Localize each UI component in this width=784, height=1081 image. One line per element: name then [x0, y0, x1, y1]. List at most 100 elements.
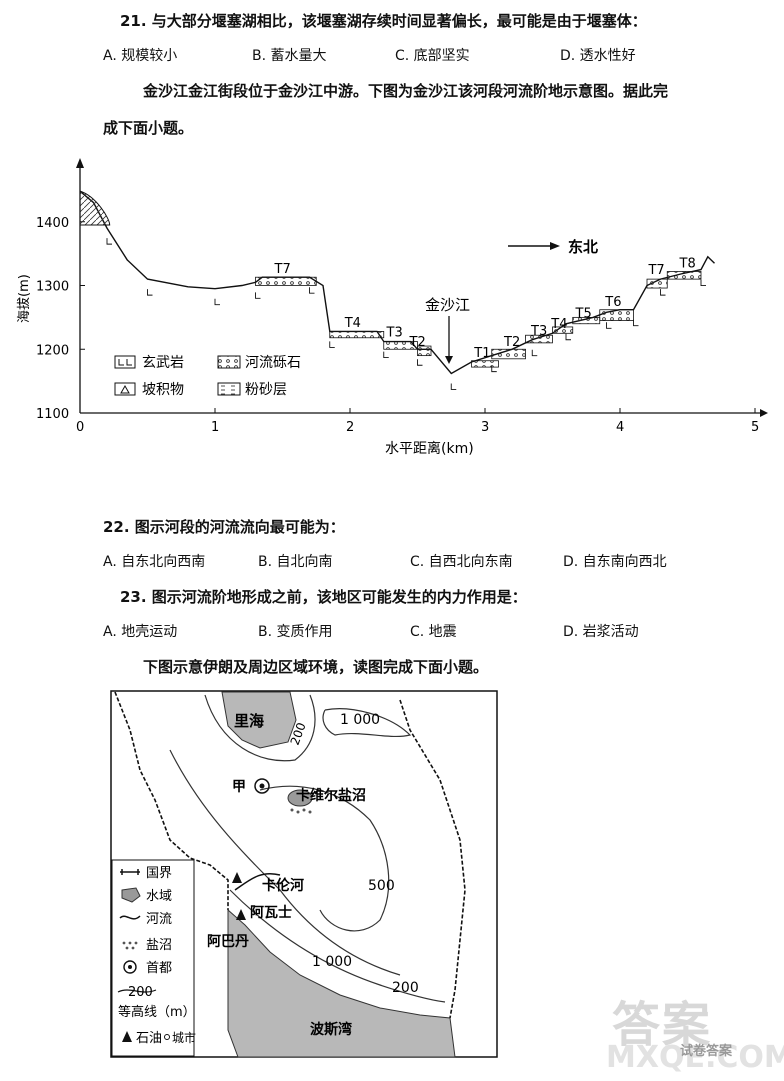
- chart-axes: 0 1 2 3 4 5 1100 1200 1300 1400: [36, 158, 768, 435]
- river-arrow-head: [445, 356, 453, 364]
- gravel-deposit: [552, 326, 574, 334]
- legend-salt-swatch: [122, 941, 138, 950]
- northeast-arrow-head: [550, 242, 560, 250]
- q22-title: 22. 图示河段的河流流向最可能为：: [103, 518, 345, 536]
- terrace-label: T5: [575, 306, 592, 321]
- gravel-deposit: [383, 341, 418, 350]
- x-tick-label: 1: [211, 420, 219, 435]
- basalt-mark: [329, 341, 335, 348]
- legend-gravel-swatch: [217, 355, 241, 369]
- q23-title: 23. 图示河流阶地形成之前，该地区可能发生的内力作用是：: [120, 588, 527, 606]
- terrace-label: T2: [409, 335, 426, 350]
- x-tick-label: 2: [346, 420, 354, 435]
- terrace-label: T2: [503, 335, 520, 350]
- y-axis-label: 海拔(m): [17, 274, 32, 323]
- legend-river: 河流: [146, 912, 172, 927]
- terrace-label: T3: [386, 326, 403, 341]
- basalt-mark: [660, 289, 666, 296]
- q23-option-d: D. 岩浆活动: [563, 624, 639, 640]
- contour-200-south: [229, 889, 446, 1003]
- q22-option-b: B. 自北向南: [258, 554, 333, 570]
- watermark-site: MXQE.COM: [606, 1040, 784, 1075]
- legend-capital: 首都: [146, 961, 172, 976]
- capital-symbol: [254, 778, 270, 794]
- x-tick-label: 3: [481, 420, 489, 435]
- terrace-label: T6: [604, 295, 621, 310]
- salt-marsh: [287, 789, 313, 807]
- q22-option-d: D. 自东南向西北: [563, 554, 667, 570]
- capital-label: 甲: [232, 779, 246, 795]
- c1000-bottom-label: 1 000: [312, 954, 352, 970]
- abadan-label: 阿巴丹: [207, 934, 249, 950]
- salt-marsh-dots: [290, 808, 312, 814]
- basalt-mark: [214, 298, 220, 306]
- caspian-label: 里海: [234, 712, 264, 730]
- contour-1000-north: [322, 708, 412, 738]
- q23-option-b: B. 变质作用: [258, 624, 333, 640]
- watermark-big: 答案: [612, 997, 713, 1053]
- oil-marker-2: [236, 909, 246, 920]
- q22-option-c: C. 自西北向东南: [410, 554, 513, 570]
- basalt-mark: [450, 383, 457, 390]
- y-tick-label: 1300: [36, 280, 69, 295]
- y-tick-label: 1200: [36, 343, 69, 358]
- x-tick-label: 0: [76, 420, 84, 435]
- left-silt-deposit: [79, 190, 111, 226]
- legend-border-swatch: [120, 869, 140, 875]
- gravel-deposit: [255, 276, 317, 286]
- legend-silt: 粉砂层: [245, 382, 287, 398]
- legend-colluvium-swatch: [114, 382, 136, 396]
- watermark-small: 试卷答案: [680, 1044, 733, 1059]
- x-axis-arrow: [760, 409, 768, 417]
- legend-contour: 等高线（m）: [118, 1004, 196, 1020]
- y-tick-label: 1400: [36, 216, 69, 231]
- terrace-label: T4: [550, 317, 567, 332]
- intro1-line1: 金沙江金江街段位于金沙江中游。下图为金沙江该河段河流阶地示意图。据此完: [143, 82, 669, 100]
- q22-option-a: A. 自东北向西南: [103, 554, 206, 570]
- gravel-deposit: [417, 345, 432, 357]
- basalt-mark: [309, 287, 315, 294]
- terrace-label: T1: [473, 346, 490, 361]
- q23-option-a: A. 地壳运动: [103, 624, 178, 640]
- legend-basalt: 玄武岩: [142, 354, 184, 371]
- c1000-top-label: 1 000: [340, 712, 380, 728]
- gravel-deposit: [329, 330, 385, 339]
- c200-bottom-label: 200: [392, 980, 419, 996]
- q21-option-a: A. 规模较小: [103, 48, 178, 64]
- gulf-label: 波斯湾: [310, 1021, 352, 1038]
- basalt-mark: [700, 279, 706, 287]
- q21-option-c: C. 底部坚实: [395, 48, 470, 64]
- q21-title: 21. 与大部分堰塞湖相比，该堰塞湖存续时间显著偏长，最可能是由于堰塞体：: [120, 12, 647, 30]
- contour-200-north: [204, 694, 316, 762]
- y-axis-arrow: [76, 158, 84, 168]
- intro2: 下图示意伊朗及周边区域环境，读图完成下面小题。: [143, 658, 489, 676]
- basalt-marks: [106, 238, 706, 390]
- basalt-mark: [147, 289, 153, 296]
- persian-gulf: [227, 908, 456, 1058]
- legend-water: 水域: [146, 889, 172, 904]
- legend-city: 城市: [172, 1030, 196, 1045]
- basalt-mark: [633, 319, 639, 327]
- karun-river: [234, 873, 281, 891]
- gravel-deposit: [666, 271, 702, 280]
- gravel-deposit: [646, 278, 668, 289]
- border-line: [114, 691, 229, 910]
- legend-contour-swatch: [117, 989, 157, 993]
- legend-basalt-swatch: [114, 355, 136, 369]
- q21-option-d: D. 透水性好: [560, 48, 636, 64]
- x-axis-label: 水平距离(km): [385, 440, 474, 457]
- legend-water-swatch: [121, 887, 141, 903]
- legend-gravel: 河流砾石: [245, 355, 301, 371]
- contour-1000-south: [169, 749, 401, 976]
- legend-border: 国界: [146, 866, 172, 881]
- map-legend: 国界 水域 河流 盐沼 首都 200 等高线（m） 石油 城市: [111, 859, 196, 1057]
- y-tick-label: 1100: [36, 407, 69, 422]
- q23-option-c: C. 地震: [410, 624, 457, 640]
- chart-legend: 玄武岩 河流砾石 坡积物 粉砂层: [114, 354, 301, 398]
- legend-contour-value: 200: [128, 985, 153, 1000]
- chart-profile: [79, 190, 715, 375]
- gravel-deposit: [471, 360, 499, 368]
- c500-label: 500: [368, 878, 395, 894]
